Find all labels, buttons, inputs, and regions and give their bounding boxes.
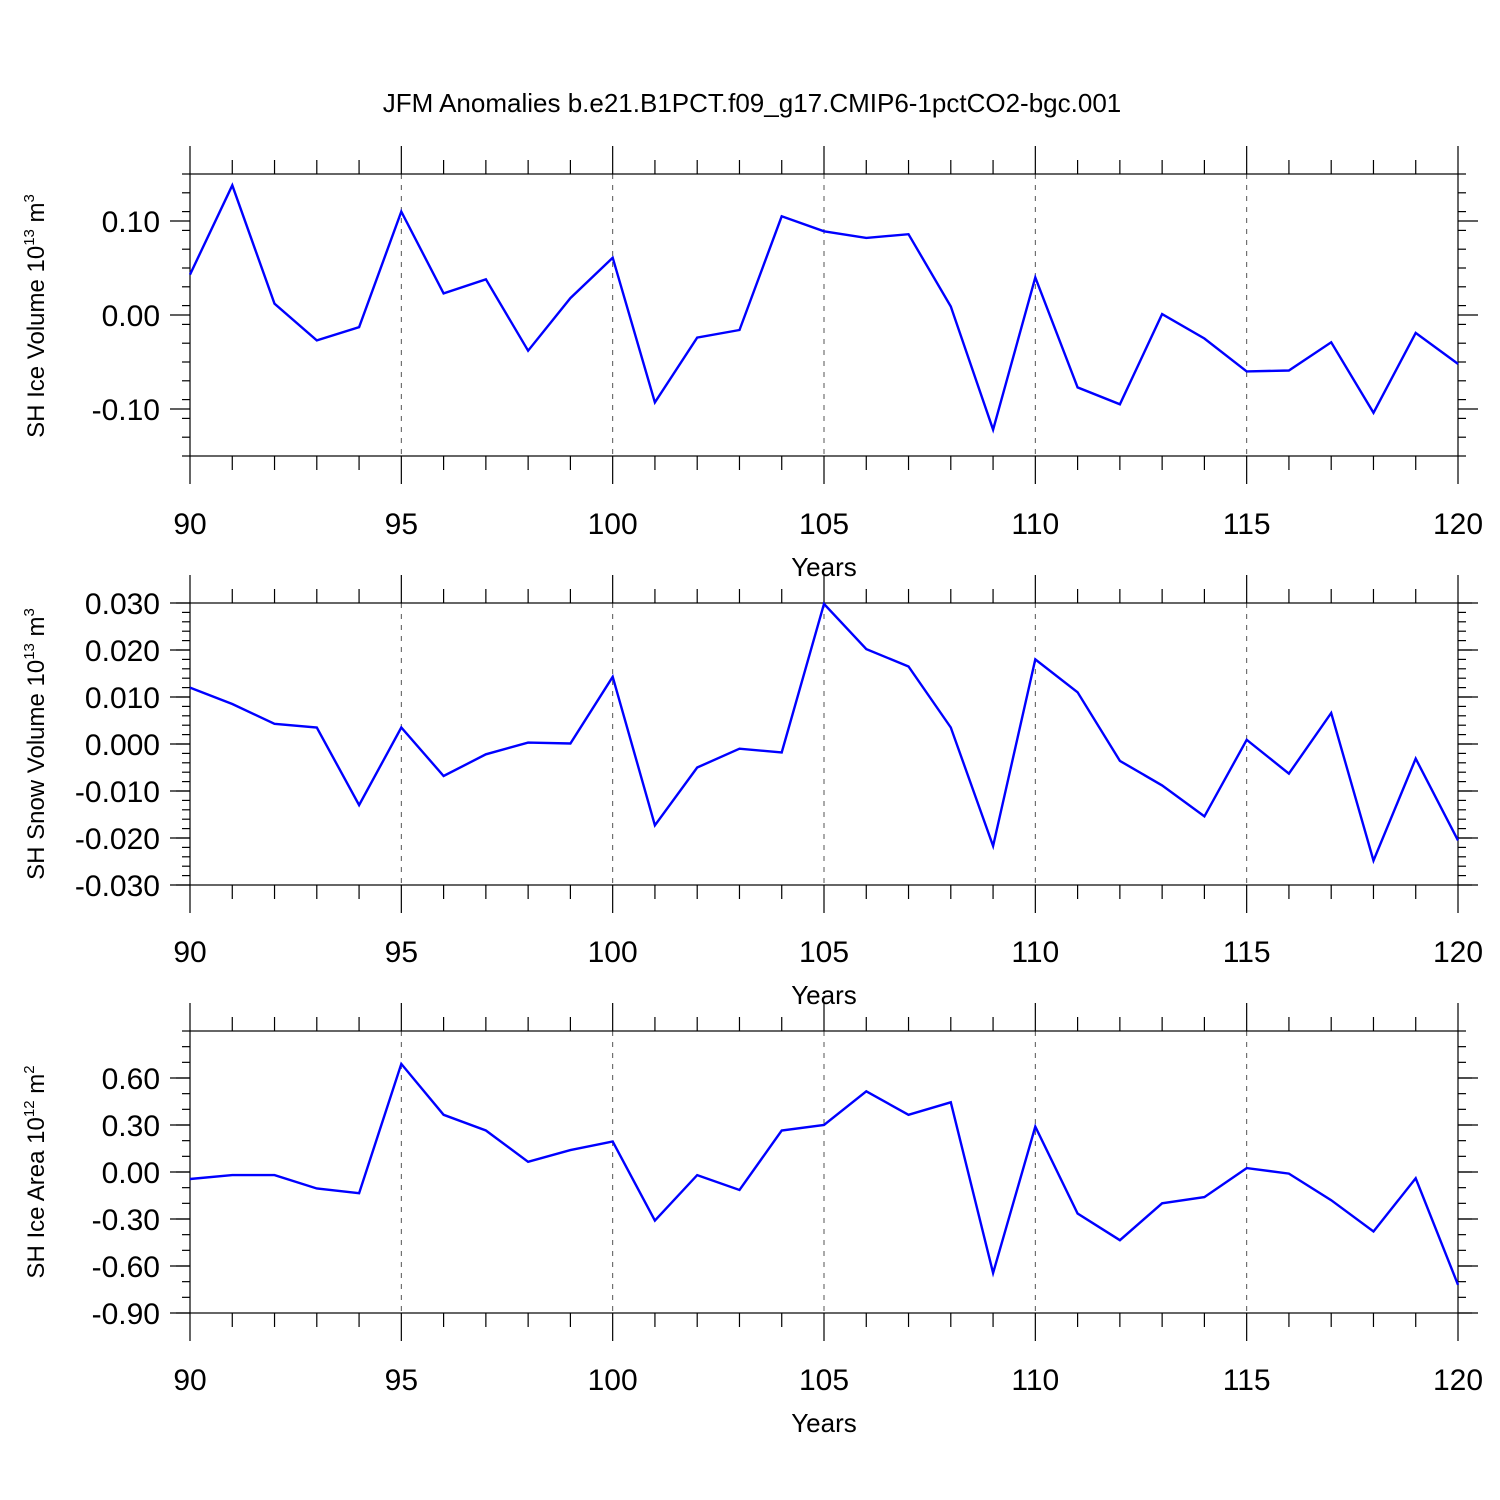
x-tick-label: 115 — [1223, 1364, 1271, 1397]
y-label-exponent: 13 — [21, 643, 38, 660]
x-tick-label: 105 — [799, 508, 849, 541]
plot-frame — [189, 173, 1459, 457]
y-tick-label: -0.030 — [75, 870, 160, 903]
y-tick-label: 0.020 — [85, 635, 160, 668]
panels: 90 95 100 105 110 115 120 -0.10 0.00 0.10 Years SH … — [21, 146, 1483, 1438]
chart-title: JFM Anomalies b.e21.B1PCT.f09_g17.CMIP6-… — [383, 88, 1122, 118]
y-label-exponent: 13 — [21, 229, 38, 246]
x-axis-label: Years — [791, 1408, 857, 1438]
y-tick-label: 0.010 — [85, 682, 160, 715]
y-tick-label: -0.10 — [92, 394, 160, 427]
y-tick-label: -0.010 — [75, 776, 160, 809]
x-tick-label: 120 — [1433, 508, 1483, 541]
x-tick-label: 110 — [1011, 1364, 1059, 1397]
y-tick-label: 0.000 — [85, 729, 160, 762]
x-tick-label: 120 — [1433, 1364, 1483, 1397]
x-tick-label: 95 — [385, 1364, 418, 1397]
series-line — [189, 1061, 1460, 1286]
panel-3: 90 95 100 105 110 115 120 -0.90 -0.60 -0.30 0.00 0.… — [21, 1003, 1483, 1438]
series-line — [188, 182, 1459, 434]
y-label-text: SH Ice Area 10 — [23, 1117, 50, 1278]
y-label-unit: m — [23, 616, 50, 643]
y-label-exponent: 12 — [21, 1100, 38, 1117]
y-tick-label: -0.020 — [75, 823, 160, 856]
y-tick-label: 0.00 — [102, 1157, 160, 1190]
series-line — [189, 601, 1460, 865]
x-tick-label: 110 — [1011, 508, 1059, 541]
y-label-text: SH Ice Volume 10 — [23, 246, 50, 438]
x-tick-label: 120 — [1433, 936, 1483, 969]
x-tick-label: 110 — [1011, 936, 1059, 969]
x-tick-label: 100 — [588, 1364, 638, 1397]
y-label-text: SH Snow Volume 10 — [23, 660, 50, 880]
plot-frame — [189, 602, 1459, 886]
y-tick-label: 0.30 — [102, 1110, 160, 1143]
x-tick-label: 95 — [385, 508, 418, 541]
y-axis-label: SH Ice Volume 1013 m3 — [21, 194, 50, 438]
y-label-unit: m — [23, 202, 50, 229]
panel-1: 90 95 100 105 110 115 120-0.100.000.10YearsSH … — [21, 146, 1483, 582]
x-tick-label: 105 — [799, 1364, 849, 1397]
y-tick-label: 0.00 — [102, 300, 160, 333]
y-axis-label: SH Snow Volume 1013 m3 — [21, 608, 50, 880]
y-tick-label: -0.90 — [92, 1298, 160, 1331]
y-tick-label: 0.030 — [85, 588, 160, 621]
x-tick-label: 90 — [173, 508, 206, 541]
x-tick-label: 115 — [1223, 508, 1271, 541]
y-tick-label: 0.10 — [102, 206, 160, 239]
x-tick-label: 100 — [588, 936, 638, 969]
y-label-unit: m — [23, 1074, 50, 1101]
y-label-unit-exponent: 3 — [21, 608, 38, 616]
y-tick-label: 0.60 — [102, 1063, 160, 1096]
y-label-unit-exponent: 3 — [21, 194, 38, 202]
x-tick-label: 95 — [385, 936, 418, 969]
x-tick-label: 105 — [799, 936, 849, 969]
x-tick-label: 115 — [1223, 936, 1271, 969]
x-tick-label: 90 — [173, 1364, 206, 1397]
y-tick-label: -0.60 — [92, 1251, 160, 1284]
y-tick-label: -0.30 — [92, 1204, 160, 1237]
x-tick-label: 100 — [588, 508, 638, 541]
panel-2: 90 95 100 105 110 115 120 -0.030 -0.020 -0.010 0.0… — [21, 575, 1483, 1010]
y-label-unit-exponent: 2 — [21, 1065, 38, 1073]
y-axis-label: SH Ice Area 1012 m2 — [21, 1065, 50, 1278]
x-tick-label: 90 — [173, 936, 206, 969]
